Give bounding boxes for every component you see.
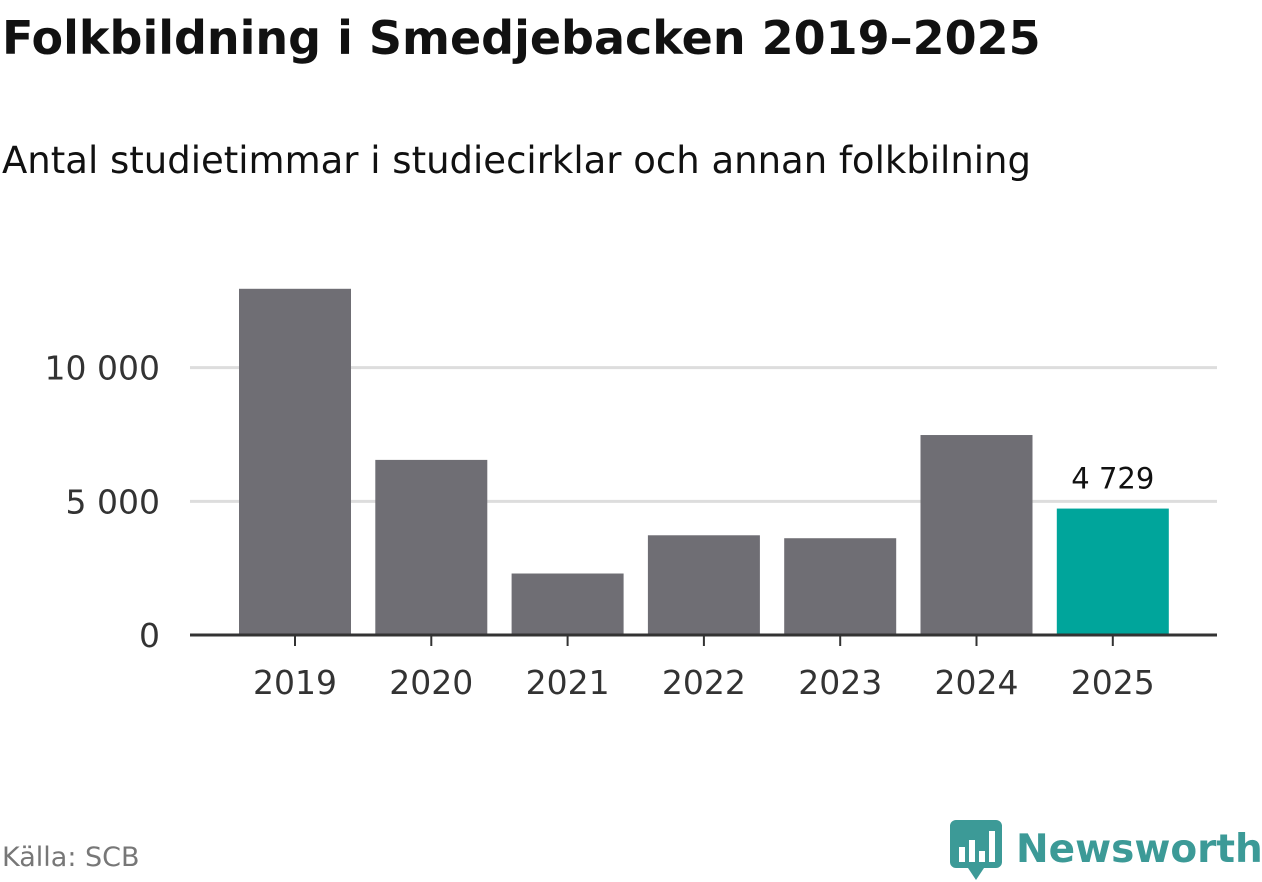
y-tick-label: 10 000 bbox=[45, 349, 160, 388]
data-label-2025: 4 729 bbox=[1071, 462, 1154, 496]
x-tick-label: 2021 bbox=[526, 663, 610, 702]
brand-logo: Newsworthy bbox=[950, 818, 1262, 882]
x-tick-label: 2022 bbox=[662, 663, 746, 702]
y-axis-tick-labels: 0 5 000 10 000 bbox=[45, 349, 160, 655]
bar-2023 bbox=[784, 538, 897, 635]
x-tick-label: 2019 bbox=[253, 663, 337, 702]
x-tick-label: 2023 bbox=[798, 663, 882, 702]
chart-subtitle: Antal studietimmar i studiecirklar och a… bbox=[2, 139, 1031, 182]
x-tick-label: 2024 bbox=[935, 663, 1019, 702]
bar-2025 bbox=[1056, 508, 1169, 635]
source-note: Källa: SCB bbox=[2, 842, 140, 873]
bar-2021 bbox=[511, 573, 624, 635]
bar-2022 bbox=[647, 535, 760, 635]
bars bbox=[239, 288, 1169, 635]
x-axis bbox=[190, 633, 1217, 646]
x-tick-label: 2020 bbox=[389, 663, 473, 702]
data-labels: 4 729 bbox=[1071, 462, 1154, 496]
chart-title: Folkbildning i Smedjebacken 2019–2025 bbox=[2, 11, 1041, 65]
y-tick-label: 5 000 bbox=[66, 482, 160, 521]
x-tick-label: 2025 bbox=[1071, 663, 1155, 702]
bar-2019 bbox=[239, 288, 351, 635]
bar-2020 bbox=[375, 459, 488, 635]
y-tick-label: 0 bbox=[139, 616, 160, 655]
gridlines bbox=[190, 366, 1217, 503]
brand-name: Newsworthy bbox=[1016, 827, 1262, 872]
x-axis-tick-labels: 2019 2020 2021 2022 2023 2024 2025 bbox=[253, 663, 1155, 702]
bar-2024 bbox=[920, 435, 1033, 635]
newsworthy-chart-icon bbox=[950, 820, 1002, 880]
